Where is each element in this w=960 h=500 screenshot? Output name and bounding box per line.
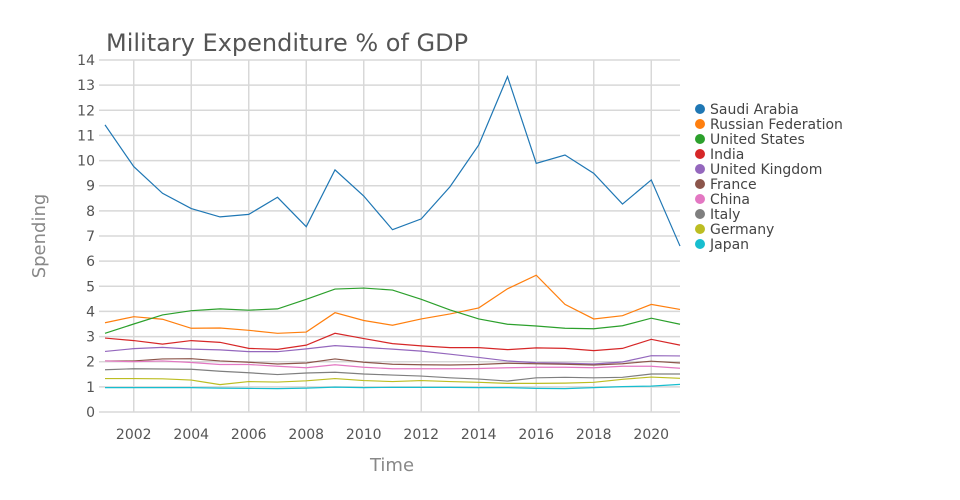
legend-item[interactable]: France bbox=[695, 177, 757, 193]
series-line-china bbox=[104, 360, 681, 370]
y-tick-label: 9 bbox=[86, 179, 95, 195]
x-tick-label: 2016 bbox=[518, 427, 554, 443]
legend-label: United States bbox=[710, 132, 805, 148]
legend-item[interactable]: India bbox=[695, 147, 744, 163]
legend-item[interactable]: Saudi Arabia bbox=[695, 102, 799, 118]
legend-label: India bbox=[710, 147, 744, 163]
y-tick-label: 10 bbox=[77, 154, 95, 170]
series-line-united-kingdom bbox=[104, 345, 681, 365]
legend-marker-icon bbox=[695, 104, 705, 114]
y-tick-label: 8 bbox=[86, 204, 95, 220]
y-tick-label: 6 bbox=[86, 254, 95, 270]
series-line-france bbox=[105, 358, 681, 366]
legend-marker-icon bbox=[695, 119, 705, 129]
legend-marker-icon bbox=[695, 194, 705, 204]
series-line-united-states bbox=[104, 287, 681, 334]
legend-item[interactable]: China bbox=[695, 192, 750, 208]
legend-item[interactable]: United Kingdom bbox=[695, 162, 822, 178]
legend-item[interactable]: Germany bbox=[695, 222, 774, 238]
x-tick-label: 2008 bbox=[288, 427, 324, 443]
legend-label: United Kingdom bbox=[710, 162, 822, 178]
legend-marker-icon bbox=[695, 224, 705, 234]
legend-label: Russian Federation bbox=[710, 117, 843, 133]
grid bbox=[99, 59, 680, 413]
x-tick-label: 2004 bbox=[173, 427, 209, 443]
x-tick-label: 2002 bbox=[116, 427, 152, 443]
legend-label: Saudi Arabia bbox=[710, 102, 799, 118]
y-tick-label: 12 bbox=[77, 103, 95, 119]
y-tick-label: 0 bbox=[86, 405, 95, 421]
x-axis: 2002 2004 2006 2008 2010 2012 2014 2016 2018 2020 bbox=[116, 427, 669, 443]
series-line-italy bbox=[104, 368, 680, 382]
series-line-germany bbox=[105, 376, 681, 386]
y-tick-label: 11 bbox=[77, 128, 95, 144]
legend-label: Japan bbox=[709, 237, 749, 253]
legend-marker-icon bbox=[695, 164, 705, 174]
legend-marker-icon bbox=[695, 134, 705, 144]
legend-item[interactable]: Japan bbox=[695, 237, 749, 253]
legend-label: Italy bbox=[710, 207, 740, 223]
legend-marker-icon bbox=[695, 179, 705, 189]
x-tick-label: 2018 bbox=[576, 427, 612, 443]
legend-marker-icon bbox=[695, 209, 705, 219]
series-line-india bbox=[104, 332, 681, 352]
y-tick-label: 2 bbox=[86, 355, 95, 371]
y-tick-label: 7 bbox=[86, 229, 95, 245]
series-line-saudi-arabia bbox=[104, 74, 681, 247]
y-tick-label: 5 bbox=[86, 279, 95, 295]
x-tick-label: 2014 bbox=[461, 427, 497, 443]
legend-item[interactable]: United States bbox=[695, 132, 805, 148]
legend-label: France bbox=[710, 177, 757, 193]
x-axis-label: Time bbox=[369, 455, 414, 476]
legend-label: China bbox=[710, 192, 750, 208]
chart-title: Military Expenditure % of GDP bbox=[106, 29, 468, 57]
x-tick-label: 2010 bbox=[346, 427, 382, 443]
x-tick-label: 2012 bbox=[403, 427, 439, 443]
y-tick-label: 14 bbox=[77, 53, 95, 69]
y-axis-label: Spending bbox=[29, 194, 50, 279]
y-tick-label: 1 bbox=[86, 380, 95, 396]
legend-item[interactable]: Italy bbox=[695, 207, 740, 223]
y-tick-label: 13 bbox=[77, 78, 95, 94]
legend-label: Germany bbox=[710, 222, 774, 238]
series-lines bbox=[104, 74, 681, 390]
legend-marker-icon bbox=[695, 149, 705, 159]
y-tick-label: 3 bbox=[86, 330, 95, 346]
x-tick-label: 2020 bbox=[633, 427, 669, 443]
legend-marker-icon bbox=[695, 239, 705, 249]
x-tick-label: 2006 bbox=[231, 427, 267, 443]
legend-item[interactable]: Russian Federation bbox=[695, 117, 843, 133]
series-line-russian-federation bbox=[104, 274, 681, 334]
series-line-japan bbox=[105, 383, 681, 390]
y-tick-label: 4 bbox=[86, 304, 95, 320]
